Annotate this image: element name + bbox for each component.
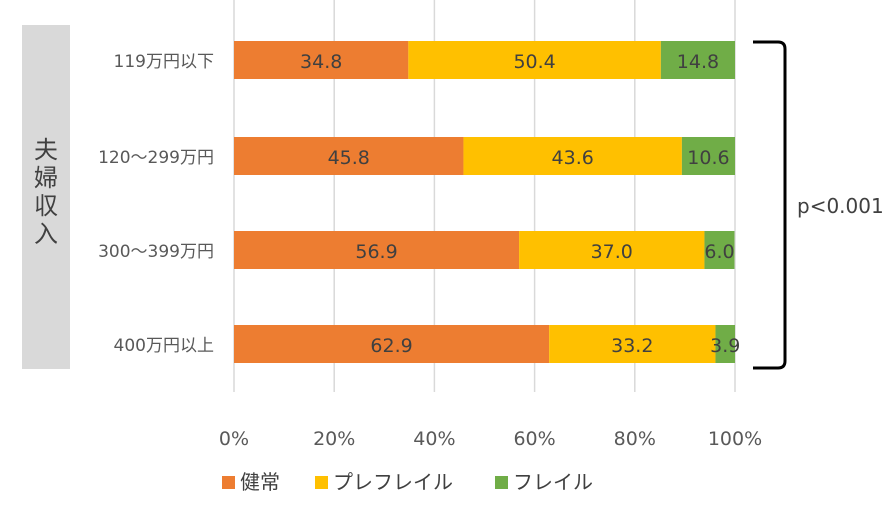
data-label: 33.2: [611, 335, 653, 357]
x-tick-label: 0%: [219, 428, 249, 450]
data-label: 45.8: [328, 147, 370, 169]
data-label: 50.4: [513, 51, 555, 73]
x-axis-ticks: 0% 20% 40% 60% 80% 100%: [219, 428, 762, 450]
bar-segment: [519, 231, 705, 269]
data-label: 62.9: [370, 335, 412, 357]
category-label: 119万円以下: [114, 52, 214, 72]
data-label: 6.0: [704, 241, 734, 263]
bar-segment: [681, 137, 735, 175]
category-labels: 119万円以下 120～299万円 300～399万円 400万円以上: [98, 52, 214, 356]
group-label: 夫婦収入: [34, 136, 58, 248]
x-tick-label: 40%: [413, 428, 455, 450]
x-tick-label: 80%: [614, 428, 656, 450]
legend: 健常 プレフレイル フレイル: [222, 470, 593, 494]
bar-segment: [234, 137, 464, 175]
data-label: 10.6: [687, 147, 729, 169]
legend-swatch: [222, 476, 235, 489]
bar-segment: [408, 41, 661, 79]
x-tick-label: 100%: [708, 428, 762, 450]
legend-swatch: [315, 476, 328, 489]
data-label: 14.8: [677, 51, 719, 73]
data-label: 37.0: [591, 241, 633, 263]
bar-segment: [704, 231, 735, 269]
data-label: 34.8: [300, 51, 342, 73]
legend-label: 健常: [240, 470, 280, 494]
bar-segment: [234, 231, 520, 269]
legend-label: プレフレイル: [333, 470, 453, 494]
category-label: 120～299万円: [98, 148, 214, 168]
category-label: 300～399万円: [98, 242, 214, 262]
data-label: 3.9: [710, 335, 740, 357]
bar-segment: [549, 325, 716, 363]
data-label: 43.6: [552, 147, 594, 169]
x-tick-label: 60%: [513, 428, 555, 450]
bar-segment: [715, 325, 735, 363]
legend-label: フレイル: [513, 470, 593, 494]
x-tick-label: 20%: [313, 428, 355, 450]
group-label-box: [22, 25, 70, 369]
data-label: 56.9: [355, 241, 397, 263]
bar-segment: [234, 41, 409, 79]
significance-bracket: [753, 40, 787, 370]
bar-segment: [660, 41, 735, 79]
legend-swatch: [495, 476, 508, 489]
p-value-annotation: p<0.001: [797, 194, 884, 218]
bars: 34.8 50.4 14.8 45.8 43.6 10.6 56.9 37.0 6.0 62.9 3…: [234, 41, 740, 363]
bar-segment: [463, 137, 682, 175]
category-label: 400万円以上: [114, 336, 214, 356]
bar-segment: [234, 325, 550, 363]
